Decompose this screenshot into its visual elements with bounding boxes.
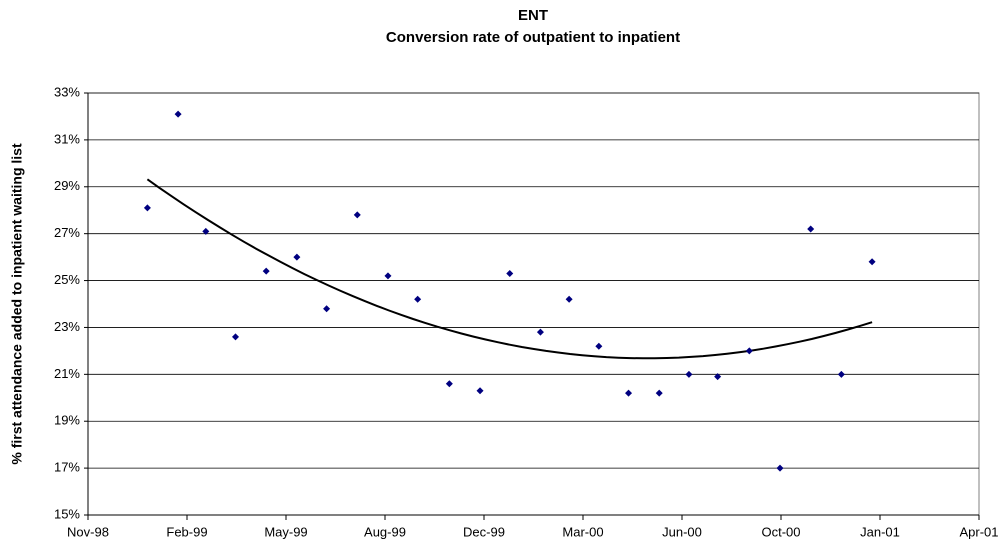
x-tick-label: Oct-00 (761, 524, 800, 539)
y-tick-label: 27% (54, 225, 80, 240)
x-tick-label: Jun-00 (662, 524, 702, 539)
point (414, 295, 422, 303)
point (595, 342, 603, 350)
x-tick-label: May-99 (264, 524, 307, 539)
y-tick-label: 19% (54, 413, 80, 428)
point (476, 387, 484, 395)
point (714, 373, 722, 381)
chart-title: ENT (518, 7, 548, 24)
y-tick-label: 15% (54, 506, 80, 521)
x-tick-label: Mar-00 (562, 524, 603, 539)
point (293, 253, 301, 261)
point (837, 370, 845, 378)
y-tick-label: 25% (54, 272, 80, 287)
point (323, 305, 331, 313)
point (384, 272, 392, 280)
point (143, 204, 151, 212)
y-axis-label: % first attendance added to inpatient wa… (9, 143, 25, 465)
y-tick-label: 29% (54, 178, 80, 193)
x-tick-label: Jan-01 (860, 524, 900, 539)
x-tick-label: Feb-99 (166, 524, 207, 539)
point (565, 295, 573, 303)
x-tick-label: Nov-98 (67, 524, 109, 539)
point (685, 370, 693, 378)
point (655, 389, 663, 397)
point (807, 225, 815, 233)
y-tick-label: 31% (54, 131, 80, 146)
point (868, 258, 876, 266)
point (232, 333, 240, 341)
trendline (146, 178, 873, 360)
y-tick-label: 33% (54, 84, 80, 99)
point (625, 389, 633, 397)
point (174, 110, 182, 118)
point (506, 270, 514, 278)
y-tick-label: 23% (54, 319, 80, 334)
chart-subtitle: Conversion rate of outpatient to inpatie… (386, 29, 680, 46)
point (262, 267, 270, 275)
y-tick-label: 21% (54, 366, 80, 381)
x-tick-label: Aug-99 (364, 524, 406, 539)
point (353, 211, 361, 219)
x-tick-label: Apr-01 (959, 524, 998, 539)
point (202, 227, 210, 235)
point (745, 347, 753, 355)
y-tick-label: 17% (54, 460, 80, 475)
point (776, 464, 784, 472)
x-tick-label: Dec-99 (463, 524, 505, 539)
point (536, 328, 544, 336)
plot-area (87, 92, 980, 516)
point (445, 380, 453, 388)
